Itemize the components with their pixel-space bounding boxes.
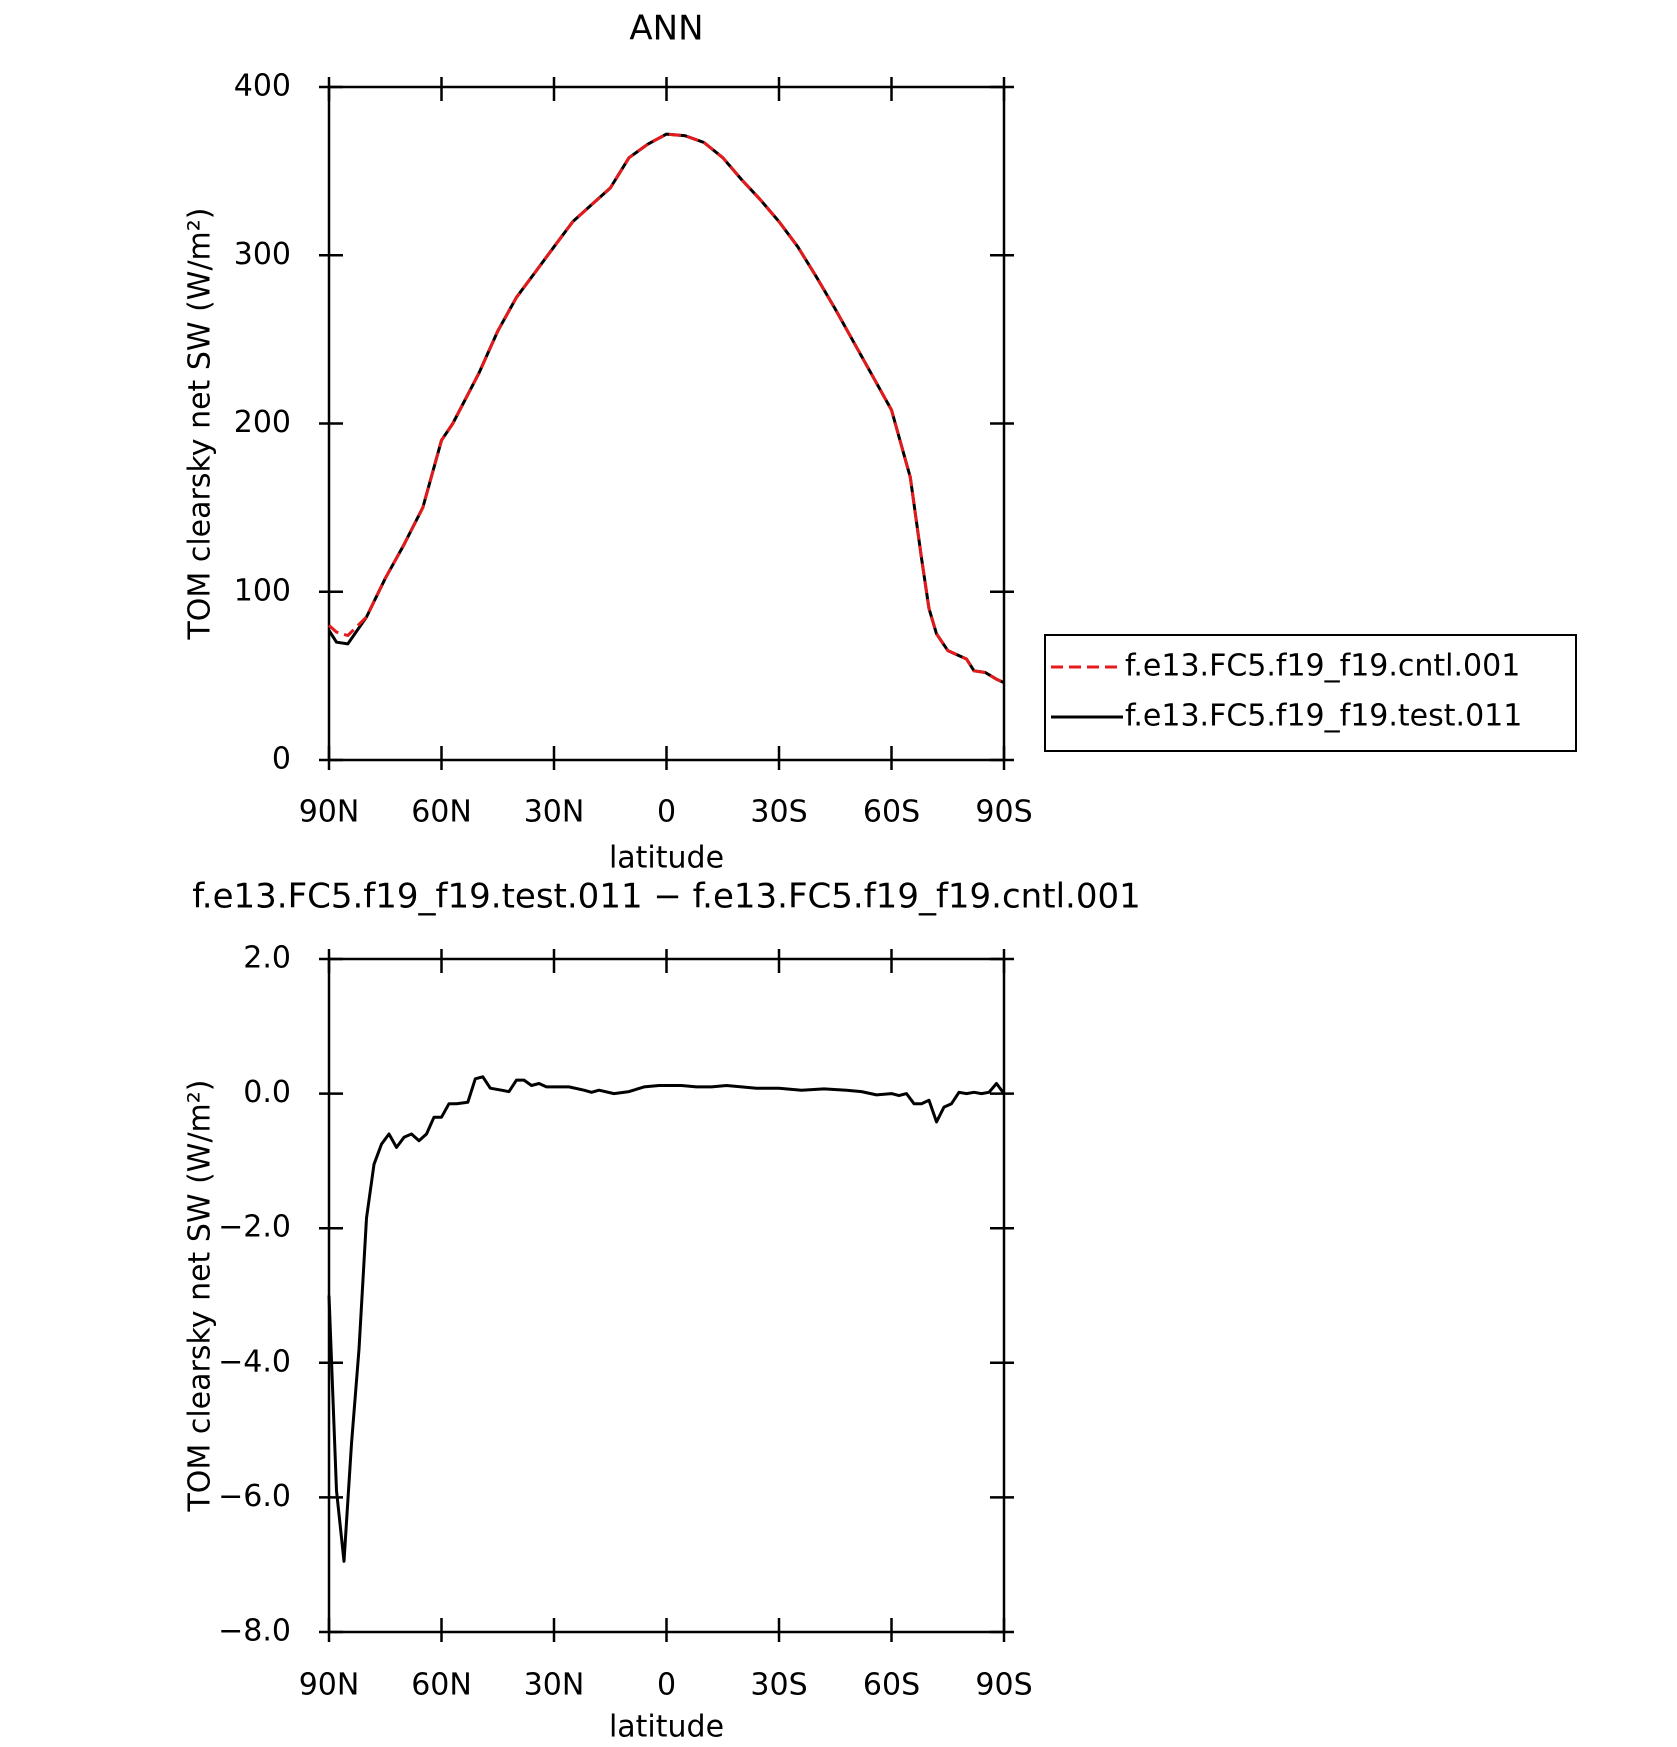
- y-tick-label: −8.0: [218, 1614, 291, 1649]
- x-tick-label: 60S: [863, 795, 920, 830]
- data-line: [327, 132, 1005, 684]
- x-tick-label: 60S: [863, 1668, 920, 1703]
- chart-title: f.e13.FC5.f19_f19.test.011 − f.e13.FC5.f…: [192, 877, 1140, 917]
- x-axis-label: latitude: [609, 841, 724, 876]
- x-tick-label: 90S: [975, 795, 1032, 830]
- x-tick-label: 90N: [299, 795, 360, 830]
- x-tick-label: 30N: [524, 795, 585, 830]
- y-tick-label: −6.0: [218, 1479, 291, 1514]
- x-tick-label: 60N: [411, 1668, 472, 1703]
- x-axis-label: latitude: [609, 1710, 724, 1745]
- y-axis-label: TOM clearsky net SW (W/m²): [183, 207, 218, 640]
- data-line: [328, 132, 1005, 684]
- x-tick-label: 30N: [524, 1668, 585, 1703]
- x-tick-label: 0: [657, 795, 676, 830]
- y-tick-label: −2.0: [218, 1210, 291, 1245]
- y-tick-label: 400: [234, 69, 291, 104]
- y-tick-label: −4.0: [218, 1344, 291, 1379]
- legend-box: [1044, 634, 1577, 752]
- y-tick-label: 300: [234, 237, 291, 272]
- y-tick-label: 200: [234, 405, 291, 440]
- x-tick-label: 90N: [299, 1668, 360, 1703]
- legend-label: f.e13.FC5.f19_f19.cntl.001: [1125, 649, 1520, 684]
- x-tick-label: 60N: [411, 795, 472, 830]
- panel: f.e13.FC5.f19_f19.test.011 − f.e13.FC5.f…: [183, 877, 1141, 1745]
- plot-frame: [327, 85, 1006, 762]
- x-tick-label: 30S: [750, 1668, 807, 1703]
- y-tick-label: 0: [272, 742, 291, 777]
- y-axis-label: TOM clearsky net SW (W/m²): [183, 1079, 218, 1512]
- x-tick-label: 90S: [975, 1668, 1032, 1703]
- y-tick-label: 100: [234, 573, 291, 608]
- x-tick-label: 30S: [750, 795, 807, 830]
- y-tick-label: 2.0: [243, 941, 291, 976]
- x-tick-label: 0: [657, 1668, 676, 1703]
- data-line: [327, 1075, 1006, 1563]
- plot-frame: [327, 957, 1006, 1634]
- chart-title: ANN: [629, 9, 703, 49]
- y-tick-label: 0.0: [243, 1075, 291, 1110]
- legend-label: f.e13.FC5.f19_f19.test.011: [1125, 699, 1522, 734]
- panel: ANN 90N 60N 30N 0 30S 60S 90S 0 100 200 300 400 latit…: [183, 9, 1577, 876]
